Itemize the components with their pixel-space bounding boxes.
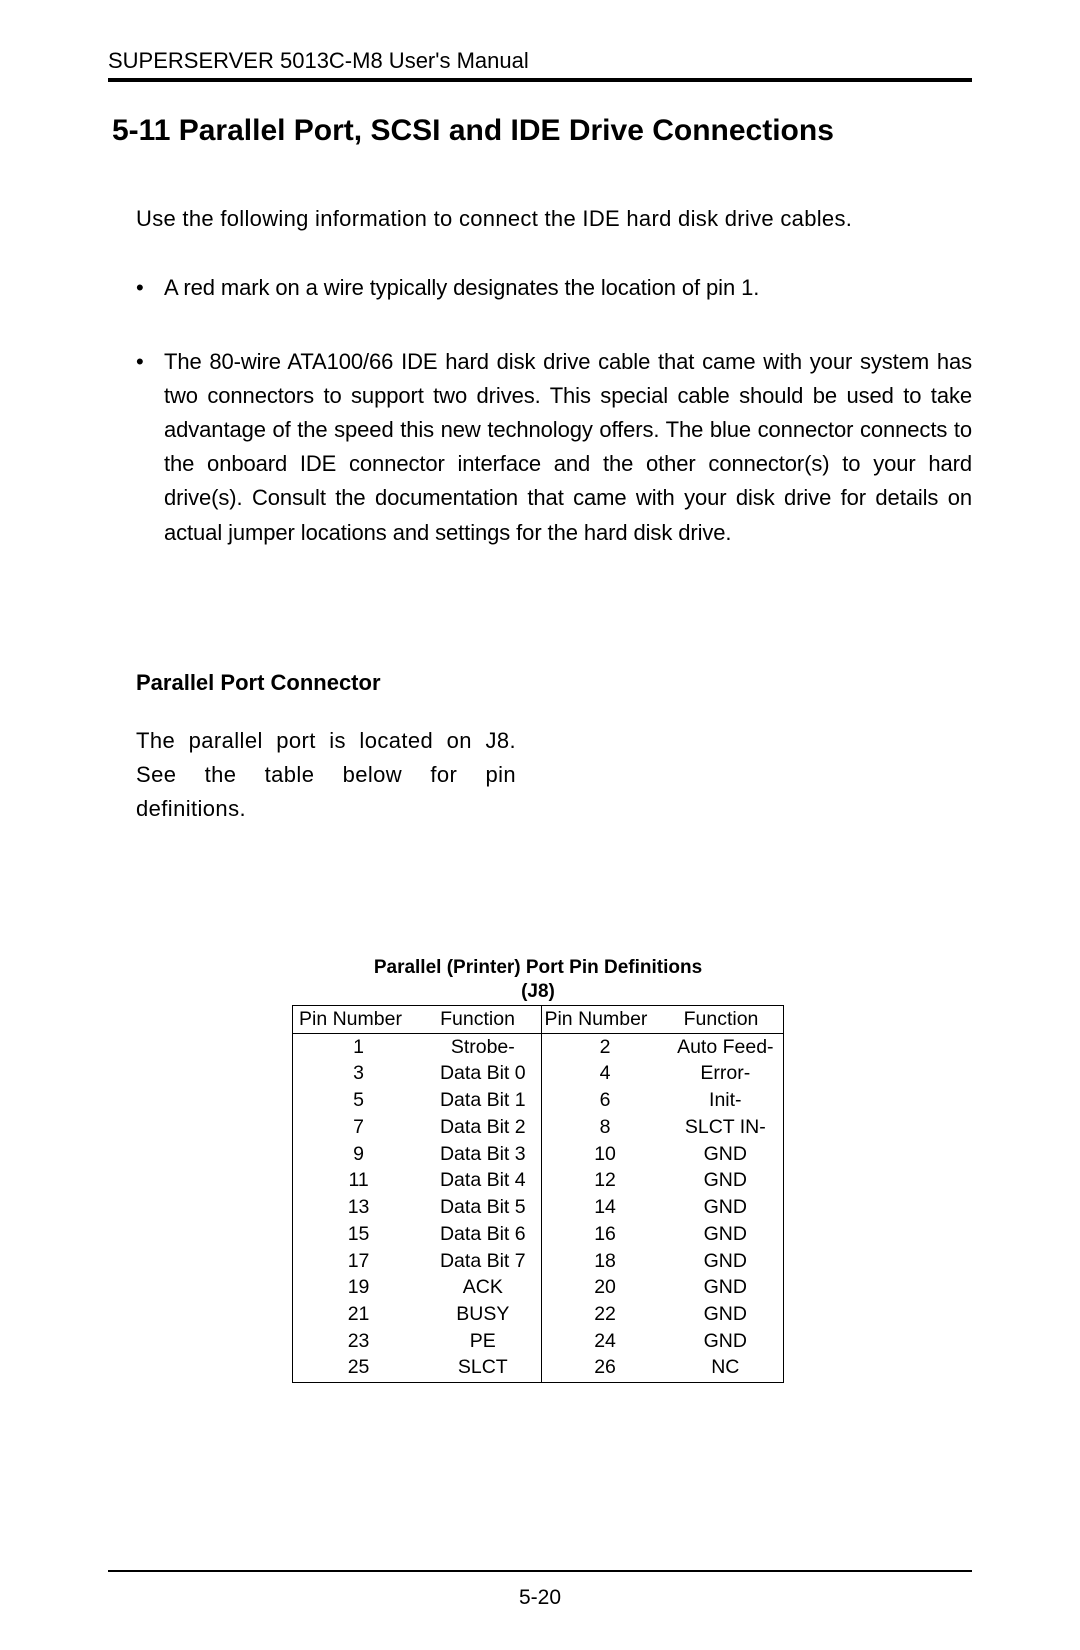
table-title-line2: (J8) [521, 981, 555, 1002]
cell-pin-right: 24 [542, 1328, 668, 1355]
header-pin-right: Pin Number [542, 1006, 668, 1034]
cell-func-left: Data Bit 0 [424, 1061, 542, 1088]
table-row: 19 ACK 20 GND [293, 1275, 784, 1302]
cell-pin-right: 2 [542, 1034, 668, 1061]
cell-func-left: Data Bit 3 [424, 1141, 542, 1168]
header-func-right: Function [668, 1006, 784, 1034]
cell-func-left: BUSY [424, 1302, 542, 1329]
cell-func-left: Strobe- [424, 1034, 542, 1061]
cell-func-right: GND [668, 1168, 784, 1195]
cell-pin-left: 7 [293, 1114, 425, 1141]
cell-pin-right: 20 [542, 1275, 668, 1302]
table-title-line1: Parallel (Printer) Port Pin Definitions [374, 957, 702, 978]
cell-pin-left: 11 [293, 1168, 425, 1195]
table-row: 23 PE 24 GND [293, 1328, 784, 1355]
cell-func-right: GND [668, 1221, 784, 1248]
table-row: 5 Data Bit 1 6 Init- [293, 1088, 784, 1115]
cell-func-right: SLCT IN- [668, 1114, 784, 1141]
cell-func-left: ACK [424, 1275, 542, 1302]
header-rule [108, 78, 972, 82]
page-number: 5-20 [108, 1586, 972, 1610]
cell-pin-right: 4 [542, 1061, 668, 1088]
cell-pin-right: 22 [542, 1302, 668, 1329]
bullet-list: A red mark on a wire typically designate… [136, 271, 972, 550]
cell-func-left: Data Bit 6 [424, 1221, 542, 1248]
table-row: 17 Data Bit 7 18 GND [293, 1248, 784, 1275]
cell-func-right: Init- [668, 1088, 784, 1115]
cell-pin-right: 18 [542, 1248, 668, 1275]
subsection-heading: Parallel Port Connector [136, 670, 972, 696]
table-row: 3 Data Bit 0 4 Error- [293, 1061, 784, 1088]
cell-func-left: Data Bit 4 [424, 1168, 542, 1195]
cell-pin-right: 14 [542, 1195, 668, 1222]
page-header: SUPERSERVER 5013C-M8 User's Manual [108, 48, 972, 82]
table-row: 13 Data Bit 5 14 GND [293, 1195, 784, 1222]
cell-pin-left: 25 [293, 1355, 425, 1382]
table-row: 21 BUSY 22 GND [293, 1302, 784, 1329]
section-intro: Use the following information to connect… [136, 202, 972, 235]
bullet-item: The 80-wire ATA100/66 IDE hard disk driv… [136, 345, 972, 550]
cell-func-left: Data Bit 5 [424, 1195, 542, 1222]
cell-func-right: Error- [668, 1061, 784, 1088]
cell-func-left: Data Bit 7 [424, 1248, 542, 1275]
pin-definition-table: Pin Number Function Pin Number Function … [292, 1005, 784, 1382]
cell-func-right: Auto Feed- [668, 1034, 784, 1061]
cell-func-right: GND [668, 1195, 784, 1222]
cell-pin-left: 9 [293, 1141, 425, 1168]
cell-func-right: NC [668, 1355, 784, 1382]
cell-pin-left: 5 [293, 1088, 425, 1115]
subsection-paragraph: The parallel port is located on J8. See … [136, 724, 516, 826]
cell-pin-left: 17 [293, 1248, 425, 1275]
cell-func-left: SLCT [424, 1355, 542, 1382]
cell-pin-left: 23 [293, 1328, 425, 1355]
table-row: 15 Data Bit 6 16 GND [293, 1221, 784, 1248]
cell-func-right: GND [668, 1302, 784, 1329]
header-func-left: Function [424, 1006, 542, 1034]
cell-pin-right: 8 [542, 1114, 668, 1141]
cell-pin-right: 16 [542, 1221, 668, 1248]
table-row: 11 Data Bit 4 12 GND [293, 1168, 784, 1195]
cell-pin-left: 13 [293, 1195, 425, 1222]
table-title: Parallel (Printer) Port Pin Definitions … [374, 956, 702, 1004]
bullet-item: A red mark on a wire typically designate… [136, 271, 972, 305]
cell-pin-left: 15 [293, 1221, 425, 1248]
table-row: 1 Strobe- 2 Auto Feed- [293, 1034, 784, 1061]
cell-func-left: Data Bit 2 [424, 1114, 542, 1141]
cell-func-left: PE [424, 1328, 542, 1355]
cell-func-right: GND [668, 1275, 784, 1302]
cell-func-right: GND [668, 1248, 784, 1275]
cell-pin-left: 19 [293, 1275, 425, 1302]
cell-pin-right: 12 [542, 1168, 668, 1195]
section-heading: 5-11 Parallel Port, SCSI and IDE Drive C… [112, 114, 972, 148]
cell-pin-left: 1 [293, 1034, 425, 1061]
cell-func-left: Data Bit 1 [424, 1088, 542, 1115]
cell-func-right: GND [668, 1141, 784, 1168]
header-pin-left: Pin Number [293, 1006, 425, 1034]
table-row: 7 Data Bit 2 8 SLCT IN- [293, 1114, 784, 1141]
cell-func-right: GND [668, 1328, 784, 1355]
cell-pin-right: 10 [542, 1141, 668, 1168]
cell-pin-right: 26 [542, 1355, 668, 1382]
header-text: SUPERSERVER 5013C-M8 User's Manual [108, 48, 972, 74]
table-wrapper: Parallel (Printer) Port Pin Definitions … [288, 956, 788, 1383]
table-header-row: Pin Number Function Pin Number Function [293, 1006, 784, 1034]
cell-pin-left: 21 [293, 1302, 425, 1329]
table-row: 25 SLCT 26 NC [293, 1355, 784, 1382]
footer-rule [108, 1570, 972, 1572]
table-row: 9 Data Bit 3 10 GND [293, 1141, 784, 1168]
cell-pin-right: 6 [542, 1088, 668, 1115]
cell-pin-left: 3 [293, 1061, 425, 1088]
page-footer: 5-20 [108, 1570, 972, 1610]
